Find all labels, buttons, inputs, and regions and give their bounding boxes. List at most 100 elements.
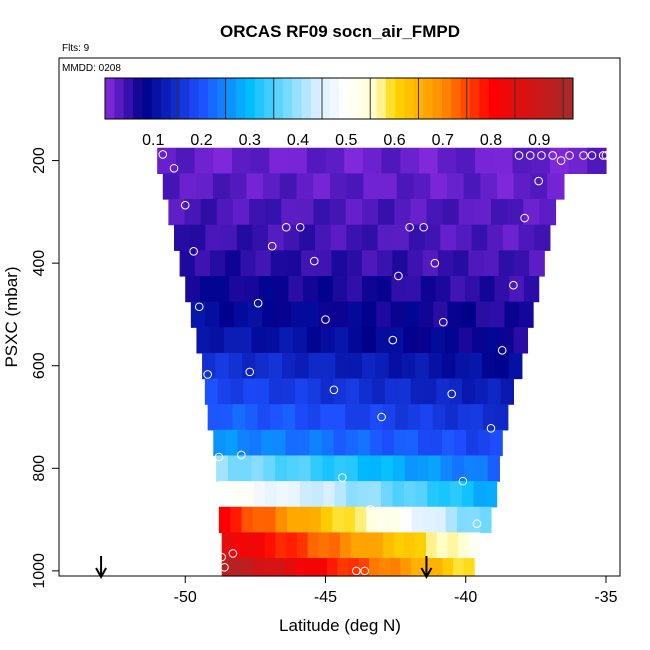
colorbar-swatch (348, 78, 359, 119)
heatmap-cell (429, 429, 443, 457)
heatmap-cell (345, 429, 359, 457)
colorbar-swatch (563, 78, 574, 119)
heatmap-cell (388, 352, 403, 380)
heatmap-cell (334, 455, 347, 482)
heatmap-cell (346, 481, 359, 508)
heatmap-cell (500, 378, 515, 405)
data-point (214, 452, 224, 462)
heatmap-cell (461, 378, 476, 405)
heatmap-cell (453, 558, 465, 577)
data-point (565, 151, 574, 160)
heatmap-cell (316, 250, 333, 277)
heatmap-cell (199, 275, 216, 303)
heatmap-cell (361, 327, 377, 354)
heatmap-cell (466, 429, 479, 457)
heatmap-cell (264, 506, 277, 534)
heatmap-cell (468, 506, 481, 534)
heatmap-cell (313, 173, 331, 200)
heatmap-cell (415, 352, 430, 380)
heatmap-cell (317, 275, 334, 303)
heatmap-cell (350, 532, 363, 559)
heatmap-cell (237, 429, 250, 457)
heatmap-cell (307, 532, 320, 559)
heatmap-cell (456, 506, 469, 534)
colorbar-swatch (460, 78, 471, 119)
heatmap-cell (346, 224, 363, 251)
heatmap-cell (442, 558, 454, 577)
colorbar-swatch (526, 78, 537, 119)
heatmap-cell (362, 147, 383, 174)
colorbar-swatch (357, 78, 368, 119)
heatmap-cell (253, 558, 265, 577)
heatmap-cell (497, 173, 515, 200)
data-point (430, 258, 440, 268)
x-tick-label: -35 (594, 589, 617, 606)
heatmap-cell (299, 224, 316, 251)
heatmap-cell (213, 429, 226, 457)
heatmap-cell (393, 429, 407, 457)
heatmap-cell (200, 199, 218, 226)
heatmap-cell (321, 429, 335, 457)
heatmap-cell (329, 532, 341, 559)
heatmap-cell (345, 455, 359, 482)
heatmap-cell (269, 378, 283, 405)
heatmap-cell (479, 506, 492, 534)
heatmap-cell (493, 147, 514, 174)
heatmap-cell (480, 173, 498, 200)
heatmap-cell (345, 404, 359, 431)
heatmap-cell (263, 558, 275, 577)
heatmap-cell (410, 199, 428, 226)
heatmap-cell (295, 404, 309, 431)
data-point (321, 315, 330, 324)
heatmap-cell (468, 532, 481, 559)
heatmap-cell (227, 455, 241, 482)
heatmap-cell (333, 378, 347, 405)
colorbar-swatch (273, 78, 284, 119)
heatmap-cell (513, 327, 529, 354)
heatmap-cell (286, 455, 300, 482)
heatmap-cell (411, 558, 423, 577)
heatmap-cell (494, 275, 510, 303)
heatmap-cell (174, 224, 191, 251)
x-tick-label: -40 (454, 589, 477, 606)
heatmap-cell (276, 481, 289, 508)
heatmap-cell (216, 455, 229, 482)
heatmap-cell (275, 532, 287, 559)
heatmap-cell (382, 404, 396, 431)
colorbar-swatch (198, 78, 209, 119)
heatmap-cell (377, 250, 393, 277)
heatmap-cell (375, 352, 390, 380)
heatmap-cell (587, 147, 607, 174)
colorbar-tick-label: 0.2 (190, 132, 212, 149)
heatmap-cell (221, 532, 234, 559)
colorbar-swatch (498, 78, 508, 119)
heatmap-cell (215, 352, 230, 380)
heatmap-cell (196, 327, 211, 354)
colorbar-swatch (264, 78, 274, 119)
observation-points (158, 150, 611, 576)
heatmap-cell (357, 455, 371, 482)
heatmap-cell (218, 506, 231, 534)
colorbar-swatch (189, 78, 200, 119)
y-axis: 200 400 600 800 1000 (31, 147, 59, 589)
heatmap-cell (380, 481, 394, 508)
heatmap-cell (408, 224, 426, 251)
heatmap-cell (331, 250, 348, 277)
heatmap-cell (463, 558, 475, 577)
heatmap-cell (450, 275, 466, 303)
heatmap-cell (437, 147, 457, 174)
colorbar-swatch (245, 78, 256, 119)
colorbar-swatch (376, 78, 387, 119)
heatmap-cell (228, 352, 243, 380)
heatmap-cell (346, 173, 364, 200)
heatmap-cell (253, 532, 266, 559)
colorbar-swatch (105, 78, 115, 119)
colorbar-swatch (535, 78, 546, 119)
data-point (180, 200, 190, 210)
colorbar-swatch (123, 78, 134, 119)
heatmap-cell (470, 404, 484, 431)
heatmap-cell (483, 250, 500, 277)
heatmap-cell (323, 481, 336, 508)
data-point (217, 552, 226, 562)
flight-arrows (95, 556, 433, 580)
